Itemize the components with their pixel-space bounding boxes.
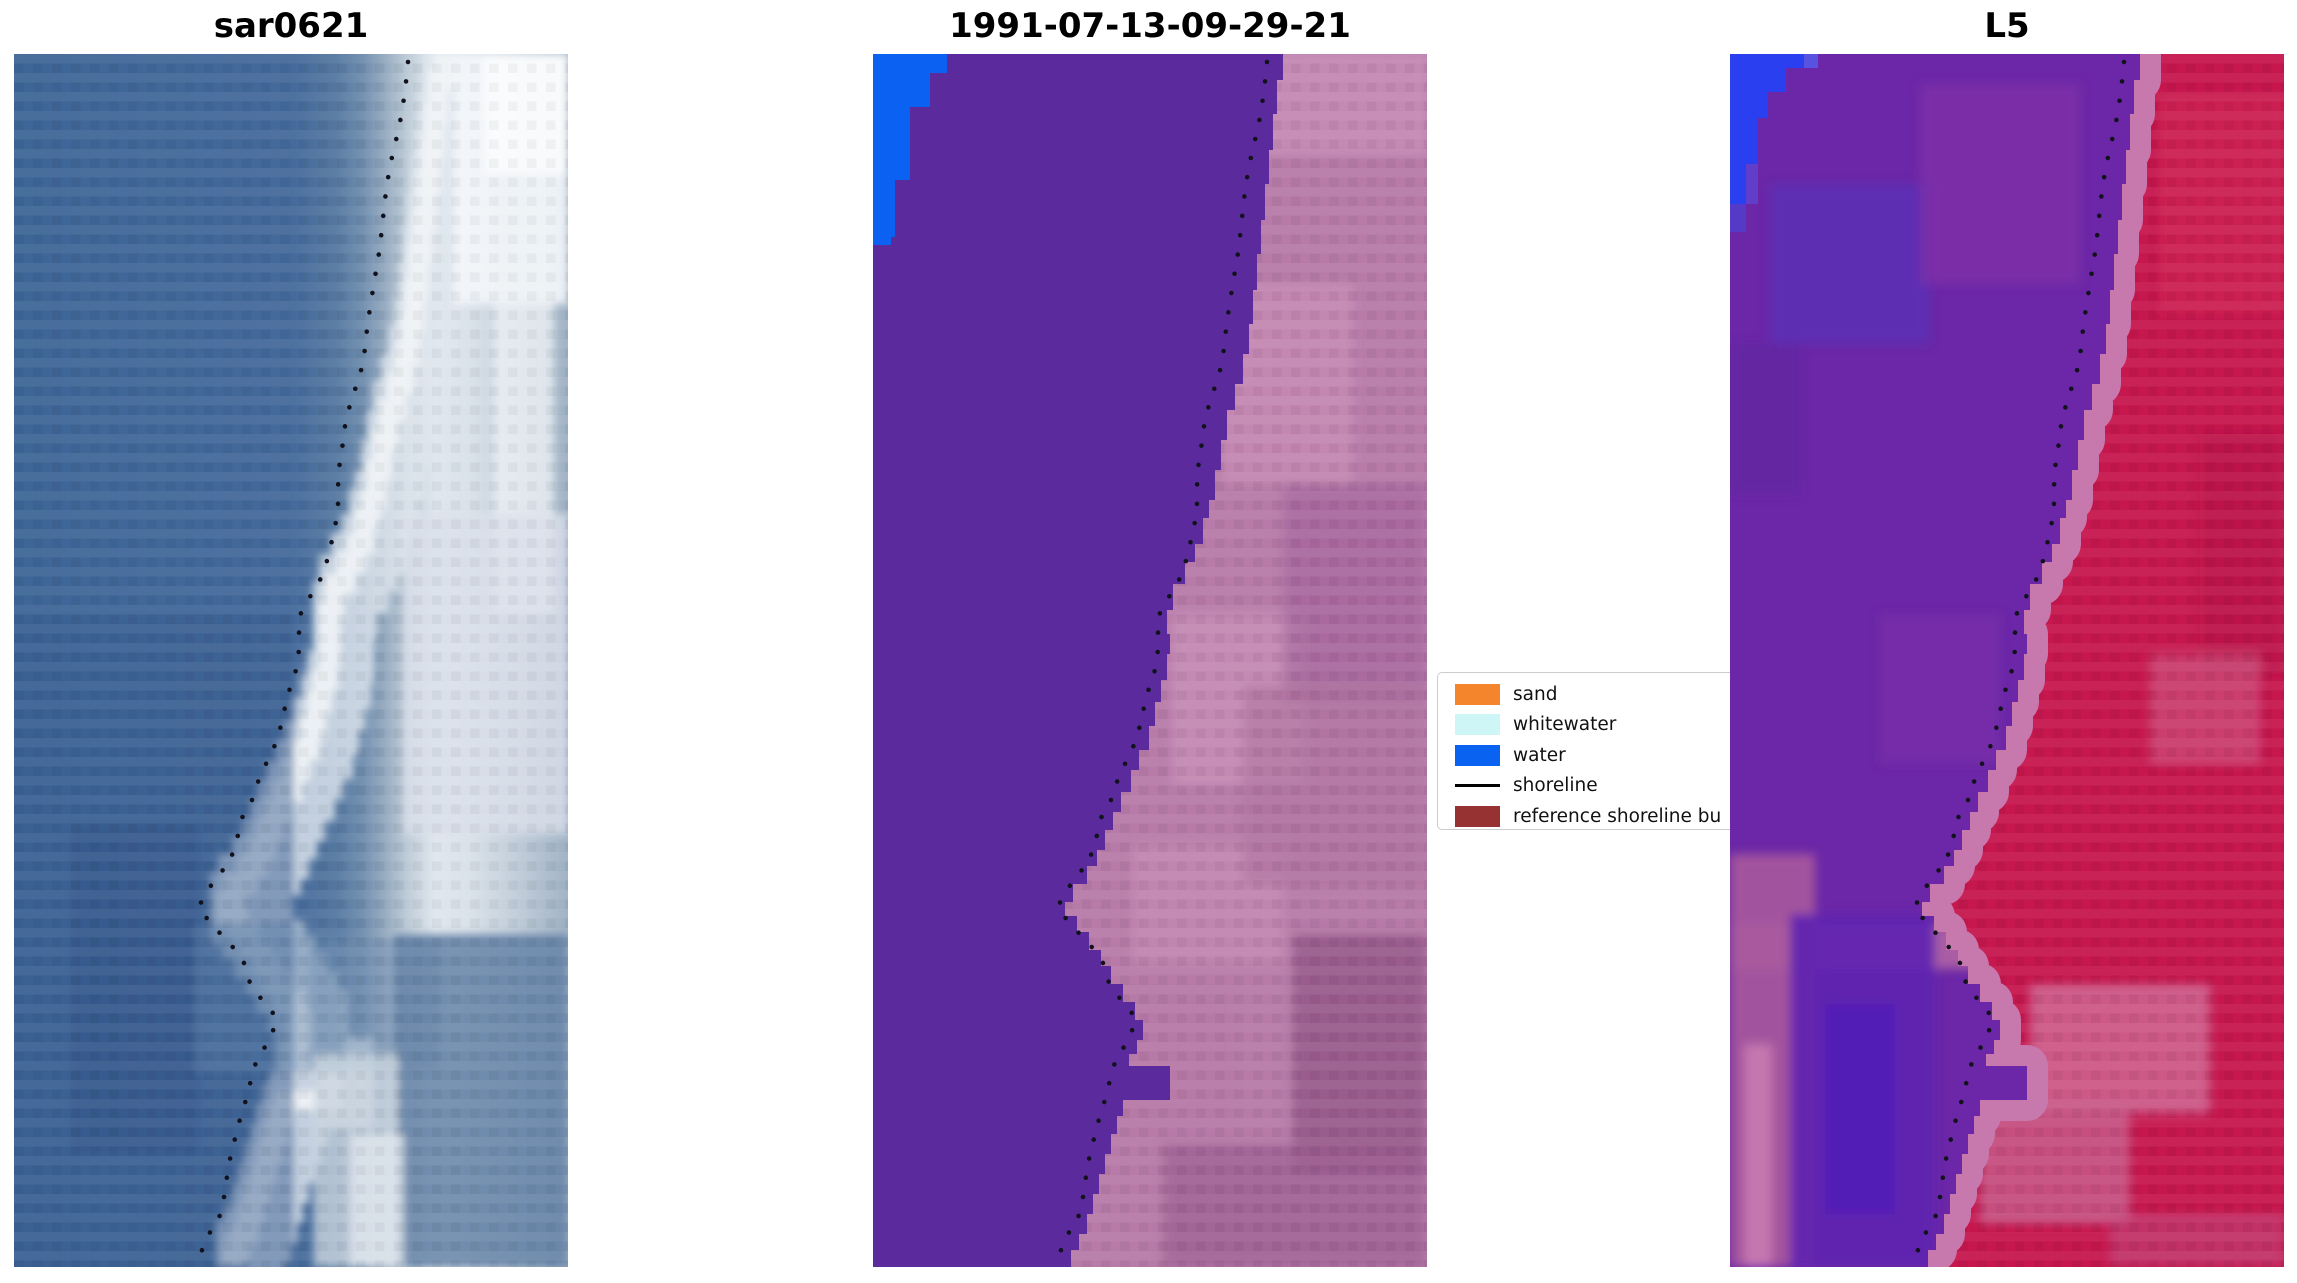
legend-swatch-sand xyxy=(1455,683,1500,705)
panel-image-l5 xyxy=(1730,54,2284,1267)
legend-swatch-water xyxy=(1455,744,1500,766)
panel-title-sar0621: sar0621 xyxy=(213,6,369,46)
water-edge-pixel xyxy=(1804,54,1818,68)
water-edge-pixel xyxy=(1746,164,1758,204)
legend-swatch-reference-buffer xyxy=(1455,805,1500,827)
legend-item-reference-shoreline-buffer: reference shoreline bu xyxy=(1455,801,1768,832)
water-edge-pixel xyxy=(1730,204,1746,232)
legend-label-water: water xyxy=(1513,744,1566,766)
panel-image-sar0621 xyxy=(14,54,568,1267)
legend-label-shoreline: shoreline xyxy=(1513,775,1598,797)
legend-item-water: water xyxy=(1455,740,1768,771)
legend-swatch-whitewater xyxy=(1455,714,1500,736)
l5-purple-texture xyxy=(1730,84,2080,1267)
legend-label-whitewater: whitewater xyxy=(1513,714,1617,736)
legend-label-sand: sand xyxy=(1513,683,1558,705)
pixel-grid-overlay xyxy=(14,54,568,1267)
water-region-shape xyxy=(1730,54,1804,204)
water-class-region xyxy=(873,54,947,245)
legend-swatch-shoreline-line xyxy=(1455,784,1500,788)
legend-label-reference-buffer: reference shoreline bu xyxy=(1513,805,1722,827)
unclassified-purple-region xyxy=(873,54,1283,1267)
panel-image-classified xyxy=(873,54,1427,1267)
legend-item-shoreline: shoreline xyxy=(1455,771,1768,802)
panel-title-l5: L5 xyxy=(1984,6,2030,46)
panel-title-date: 1991-07-13-09-29-21 xyxy=(949,6,1351,46)
legend-box: sand whitewater water shoreline referenc… xyxy=(1437,672,1769,830)
legend-item-sand: sand xyxy=(1455,679,1768,710)
legend-item-whitewater: whitewater xyxy=(1455,710,1768,741)
